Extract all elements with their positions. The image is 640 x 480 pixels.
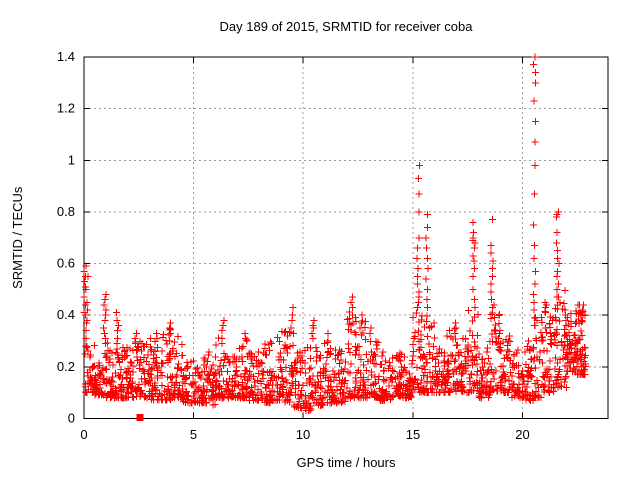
axis-tick-labels: 0 5 10 15 20 0 0.2 0.4 0.6 0.8 1 1.2 1.4 — [57, 49, 530, 442]
square-marker — [136, 414, 144, 421]
y-tick-label: 1.4 — [57, 49, 75, 64]
y-tick-label: 0.4 — [57, 307, 75, 322]
y-tick-label: 1.2 — [57, 101, 75, 116]
x-tick-label: 20 — [515, 427, 529, 442]
y-axis-label: SRMTID / TECUs — [10, 186, 25, 289]
y-tick-label: 0.2 — [57, 359, 75, 374]
x-tick-label: 0 — [80, 427, 87, 442]
chart-title: Day 189 of 2015, SRMTID for receiver cob… — [220, 19, 474, 34]
y-tick-label: 0 — [68, 411, 75, 426]
axis-ticks — [83, 56, 608, 419]
gridlines — [84, 57, 608, 419]
y-tick-label: 0.8 — [57, 204, 75, 219]
y-tick-label: 1 — [68, 153, 75, 168]
x-tick-label: 10 — [296, 427, 310, 442]
x-tick-label: 15 — [406, 427, 420, 442]
square-data-point — [136, 414, 144, 421]
y-tick-label: 0.6 — [57, 256, 75, 271]
plot-frame — [83, 56, 609, 419]
scatter-points — [80, 53, 589, 414]
x-axis-label: GPS time / hours — [297, 455, 396, 470]
x-tick-label: 5 — [190, 427, 197, 442]
